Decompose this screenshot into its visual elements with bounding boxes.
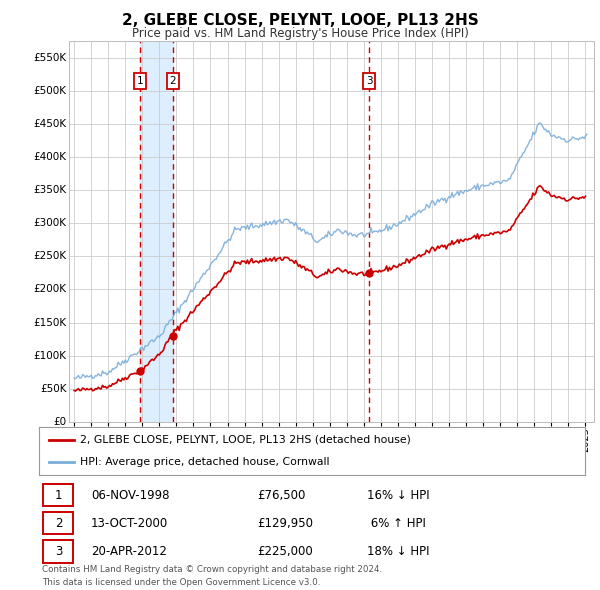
Text: £100K: £100K	[34, 350, 67, 360]
Text: £129,950: £129,950	[257, 517, 313, 530]
Text: £225,000: £225,000	[257, 545, 313, 558]
Text: 2: 2	[55, 517, 62, 530]
Text: 3: 3	[365, 76, 373, 86]
Text: 2: 2	[169, 76, 176, 86]
FancyBboxPatch shape	[43, 484, 73, 506]
Text: 2, GLEBE CLOSE, PELYNT, LOOE, PL13 2HS (detached house): 2, GLEBE CLOSE, PELYNT, LOOE, PL13 2HS (…	[80, 435, 411, 445]
Text: £300K: £300K	[34, 218, 67, 228]
Text: 13-OCT-2000: 13-OCT-2000	[91, 517, 168, 530]
Text: £550K: £550K	[33, 53, 67, 63]
Text: 20-APR-2012: 20-APR-2012	[91, 545, 167, 558]
Text: £450K: £450K	[33, 119, 67, 129]
Text: 1: 1	[55, 489, 62, 502]
Text: 6% ↑ HPI: 6% ↑ HPI	[367, 517, 425, 530]
FancyBboxPatch shape	[43, 540, 73, 563]
Text: £350K: £350K	[33, 185, 67, 195]
Bar	[140, 41, 173, 422]
Text: £150K: £150K	[33, 317, 67, 327]
Text: 1: 1	[136, 76, 143, 86]
Text: 2, GLEBE CLOSE, PELYNT, LOOE, PL13 2HS: 2, GLEBE CLOSE, PELYNT, LOOE, PL13 2HS	[122, 13, 478, 28]
Text: £50K: £50K	[40, 384, 67, 394]
Text: 3: 3	[55, 545, 62, 558]
Text: £250K: £250K	[33, 251, 67, 261]
Text: Price paid vs. HM Land Registry's House Price Index (HPI): Price paid vs. HM Land Registry's House …	[131, 27, 469, 40]
Text: HPI: Average price, detached house, Cornwall: HPI: Average price, detached house, Corn…	[80, 457, 329, 467]
Text: £76,500: £76,500	[257, 489, 306, 502]
Text: 06-NOV-1998: 06-NOV-1998	[91, 489, 169, 502]
Text: £500K: £500K	[34, 86, 67, 96]
FancyBboxPatch shape	[43, 512, 73, 535]
Text: £0: £0	[53, 417, 67, 427]
Text: £400K: £400K	[34, 152, 67, 162]
Text: 18% ↓ HPI: 18% ↓ HPI	[367, 545, 429, 558]
Text: £200K: £200K	[34, 284, 67, 294]
Text: 16% ↓ HPI: 16% ↓ HPI	[367, 489, 429, 502]
Text: Contains HM Land Registry data © Crown copyright and database right 2024.
This d: Contains HM Land Registry data © Crown c…	[42, 565, 382, 586]
